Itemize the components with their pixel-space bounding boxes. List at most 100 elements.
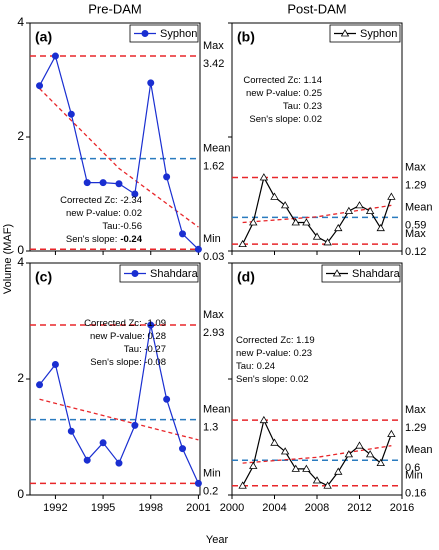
marker — [147, 321, 155, 329]
marker — [280, 447, 290, 455]
legend-box — [129, 24, 199, 43]
annotation-text: new P-value: 0.28 — [90, 331, 166, 342]
y-axis-label: Volume (MAF) — [2, 224, 14, 294]
marker — [387, 192, 396, 200]
marker — [344, 450, 354, 458]
marker — [334, 467, 343, 475]
reference-value: 0.59 — [405, 219, 426, 231]
annotation: Sen's slope: -0.24 — [66, 234, 143, 245]
marker — [83, 179, 91, 187]
y-tick-label: 4 — [17, 255, 24, 269]
reference-value: 0.2 — [203, 485, 218, 497]
trend-line — [39, 88, 199, 228]
annotation: Sen's slope: 0.02 — [249, 114, 322, 125]
trend-line — [242, 204, 392, 224]
y-tick-label: 2 — [17, 129, 24, 143]
legend-marker — [141, 30, 149, 37]
panel-label: (d) — [237, 269, 255, 285]
marker — [238, 239, 247, 248]
reference-value: 0.12 — [405, 246, 426, 258]
reference-name: Min — [405, 470, 423, 482]
marker — [291, 464, 300, 472]
annotation-text: Corrected Zc: 1.19 — [236, 335, 315, 346]
marker — [312, 232, 322, 240]
marker — [291, 218, 300, 226]
annotation: new P-value: 0.02 — [66, 208, 142, 219]
marker — [355, 201, 364, 209]
legend-label: Syphon — [360, 28, 397, 40]
marker — [249, 461, 258, 469]
reference-value: 0.6 — [405, 462, 420, 474]
reference-value: 1.29 — [405, 179, 426, 191]
annotation-text: Sen's slope: 0.02 — [249, 114, 322, 125]
marker — [365, 206, 375, 214]
marker — [163, 173, 171, 181]
panel-label: (c) — [35, 269, 52, 285]
legend-label: Shahdara — [150, 268, 199, 280]
marker — [238, 481, 247, 489]
reference-name: Max — [405, 404, 426, 416]
x-tick-label: 1998 — [139, 502, 163, 514]
annotation: new P-value: 0.28 — [90, 331, 166, 342]
marker — [36, 381, 44, 389]
y-tick-label: 4 — [17, 15, 24, 29]
marker — [147, 79, 155, 87]
marker — [312, 476, 322, 484]
marker — [194, 245, 202, 253]
legend-box — [329, 24, 401, 43]
marker — [99, 179, 107, 187]
annotation: Tau: 0.24 — [236, 361, 275, 372]
reference-value: 1.3 — [203, 422, 218, 434]
y-tick-label: 0 — [17, 487, 24, 501]
marker — [67, 110, 75, 118]
marker — [194, 479, 202, 487]
annotation: Tau: 0.23 — [283, 101, 322, 112]
annotation-text: Tau: -0.27 — [124, 344, 166, 355]
legend-label: Syphon — [160, 28, 197, 40]
panel-label: (b) — [237, 29, 255, 45]
trend-line — [242, 445, 392, 464]
annotation-text: Sen's slope: -0.08 — [90, 357, 166, 368]
reference-value: 0.03 — [203, 251, 224, 263]
legend-marker — [332, 269, 342, 277]
reference-name: Max — [203, 309, 224, 321]
annotation: Sen's slope: 0.02 — [236, 374, 309, 385]
marker — [376, 223, 385, 232]
marker — [334, 223, 343, 232]
marker — [249, 218, 258, 226]
legend-box — [119, 264, 199, 283]
marker — [387, 429, 396, 437]
annotation-text: Tau: 0.23 — [283, 101, 322, 112]
annotation: Corrected Zc: -2.34 — [60, 195, 142, 206]
marker — [376, 458, 385, 466]
annotation-text: Corrected Zc: -2.34 — [60, 195, 142, 206]
x-tick-label: 2000 — [220, 502, 244, 514]
x-tick-label: 2008 — [305, 502, 329, 514]
trend-line — [39, 398, 199, 441]
x-tick-label: 2012 — [347, 502, 371, 514]
marker — [344, 206, 354, 214]
marker — [131, 190, 139, 198]
marker — [365, 450, 375, 458]
x-tick-label: 2016 — [390, 502, 414, 514]
panel-title: Pre-DAM — [88, 1, 141, 16]
reference-name: Mean — [203, 143, 231, 155]
marker — [36, 82, 44, 90]
plot-frame — [29, 262, 201, 496]
marker — [67, 427, 75, 435]
marker — [179, 445, 187, 453]
marker — [302, 218, 311, 226]
marker — [259, 415, 269, 424]
reference-name: Max — [203, 40, 224, 52]
reference-value: 1.62 — [203, 161, 224, 173]
annotation: Sen's slope: -0.08 — [90, 357, 166, 368]
annotation-text: Corrected Zc: -1.09 — [84, 318, 166, 329]
legend-label: Shahdara — [352, 268, 401, 280]
annotation: new P-value: 0.23 — [236, 348, 312, 359]
annotation: Corrected Zc: -1.09 — [84, 318, 166, 329]
marker — [280, 201, 290, 209]
annotation-emphasis: -0.24 — [120, 234, 142, 245]
marker — [270, 192, 279, 200]
marker — [270, 438, 279, 446]
marker — [302, 464, 311, 472]
